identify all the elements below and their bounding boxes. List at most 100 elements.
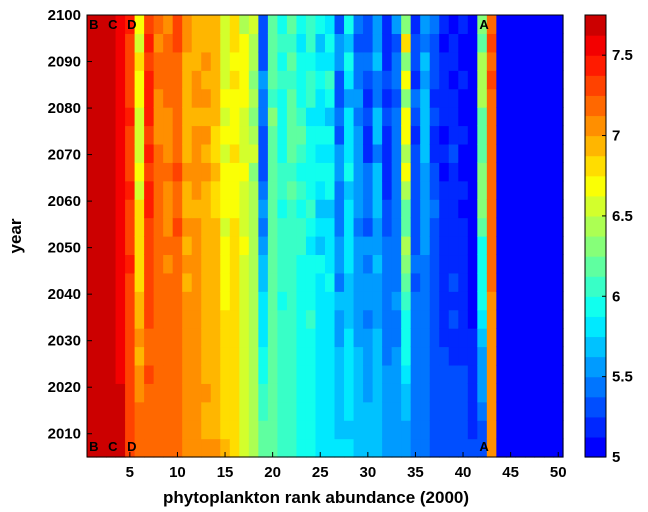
heatmap-cell [201, 51, 212, 71]
heatmap-cell [496, 328, 507, 348]
heatmap-cell [115, 15, 126, 35]
heatmap-cell [391, 107, 402, 127]
heatmap-cell [429, 383, 440, 403]
heatmap-cell [286, 88, 298, 108]
heatmap-cell [458, 272, 469, 292]
heatmap-cell [315, 291, 326, 311]
heatmap-cell [420, 438, 431, 458]
colorbar-swatch [585, 376, 606, 398]
heatmap-cell [325, 254, 336, 274]
heatmap-cell [144, 51, 155, 71]
heatmap-cell [248, 162, 259, 182]
heatmap-cell [467, 291, 478, 311]
heatmap-cell [286, 383, 298, 403]
heatmap-cell [429, 254, 440, 274]
heatmap-cell [87, 328, 98, 348]
heatmap-cell [363, 88, 374, 108]
heatmap-cell [248, 236, 259, 256]
heatmap-cell [239, 125, 250, 145]
heatmap-cell [210, 143, 221, 163]
heatmap-cell [315, 125, 326, 145]
colorbar-tick-label: 6.5 [612, 208, 633, 225]
y-tick-label: 2040 [48, 286, 81, 303]
heatmap-cell [543, 33, 555, 53]
heatmap-cell [201, 70, 212, 90]
heatmap-cell [96, 438, 107, 458]
heatmap-cell [229, 291, 240, 311]
heatmap-cell [458, 33, 469, 53]
heatmap-cell [496, 88, 507, 108]
heatmap-cell [258, 51, 269, 71]
heatmap-cell [229, 420, 240, 440]
heatmap-cell [429, 33, 440, 53]
heatmap-cell [486, 15, 497, 35]
heatmap-cell [134, 88, 145, 108]
heatmap-cell [486, 88, 497, 108]
heatmap-cell [258, 143, 269, 163]
heatmap-cell [363, 420, 374, 440]
heatmap-cell [420, 236, 431, 256]
heatmap-cell [153, 199, 164, 219]
heatmap-cell [496, 420, 507, 440]
heatmap-cell [201, 346, 212, 366]
heatmap-cell [125, 162, 136, 182]
heatmap-cell [515, 162, 526, 182]
heatmap-cell [267, 291, 278, 311]
heatmap-cell [325, 51, 336, 71]
heatmap-cell [353, 254, 364, 274]
heatmap-cell [248, 383, 259, 403]
heatmap-cell [153, 236, 164, 256]
heatmap-cell [191, 15, 202, 35]
heatmap-cell [267, 309, 278, 329]
heatmap-cell [248, 199, 259, 219]
heatmap-cell [315, 309, 326, 329]
heatmap-cell [286, 143, 298, 163]
heatmap-cell [182, 254, 193, 274]
heatmap-cell [153, 70, 164, 90]
heatmap-cell [182, 162, 193, 182]
heatmap-cell [401, 438, 412, 458]
heatmap-cell [163, 15, 174, 35]
heatmap-cell [96, 143, 107, 163]
heatmap-cell [382, 401, 393, 421]
heatmap-cell [543, 15, 555, 35]
heatmap-cell [534, 254, 545, 274]
heatmap-cell [496, 236, 507, 256]
heatmap-cell [410, 33, 421, 53]
heatmap-cell [315, 107, 326, 127]
heatmap-cell [448, 125, 459, 145]
heatmap-cell [220, 15, 231, 35]
heatmap-cell [277, 217, 288, 237]
heatmap-cell [553, 291, 564, 311]
heatmap-cell [87, 346, 98, 366]
heatmap-cell [496, 309, 507, 329]
heatmap-cell [448, 88, 459, 108]
heatmap-cell [505, 346, 516, 366]
heatmap-cell [182, 309, 193, 329]
heatmap-cell [515, 364, 526, 384]
heatmap-cell [325, 291, 336, 311]
column-marker-bottom: B [89, 439, 98, 454]
heatmap-cell [258, 15, 269, 35]
heatmap-cell [296, 107, 307, 127]
heatmap-cell [229, 236, 240, 256]
heatmap-cell [448, 15, 459, 35]
heatmap-cell [496, 107, 507, 127]
heatmap-cell [153, 162, 164, 182]
heatmap-cell [410, 217, 421, 237]
heatmap-cell [115, 383, 126, 403]
heatmap-cell [553, 125, 564, 145]
heatmap-cell [353, 180, 364, 200]
heatmap-cell [410, 107, 421, 127]
heatmap-cell [477, 291, 488, 311]
heatmap-cell [125, 438, 136, 458]
heatmap-cell [382, 272, 393, 292]
heatmap-cell [534, 364, 545, 384]
heatmap-cell [258, 254, 269, 274]
heatmap-cell [553, 217, 564, 237]
heatmap-cell [420, 364, 431, 384]
heatmap-cell [286, 291, 298, 311]
heatmap-cell [458, 383, 469, 403]
heatmap-cell [467, 162, 478, 182]
heatmap-cell [467, 383, 478, 403]
